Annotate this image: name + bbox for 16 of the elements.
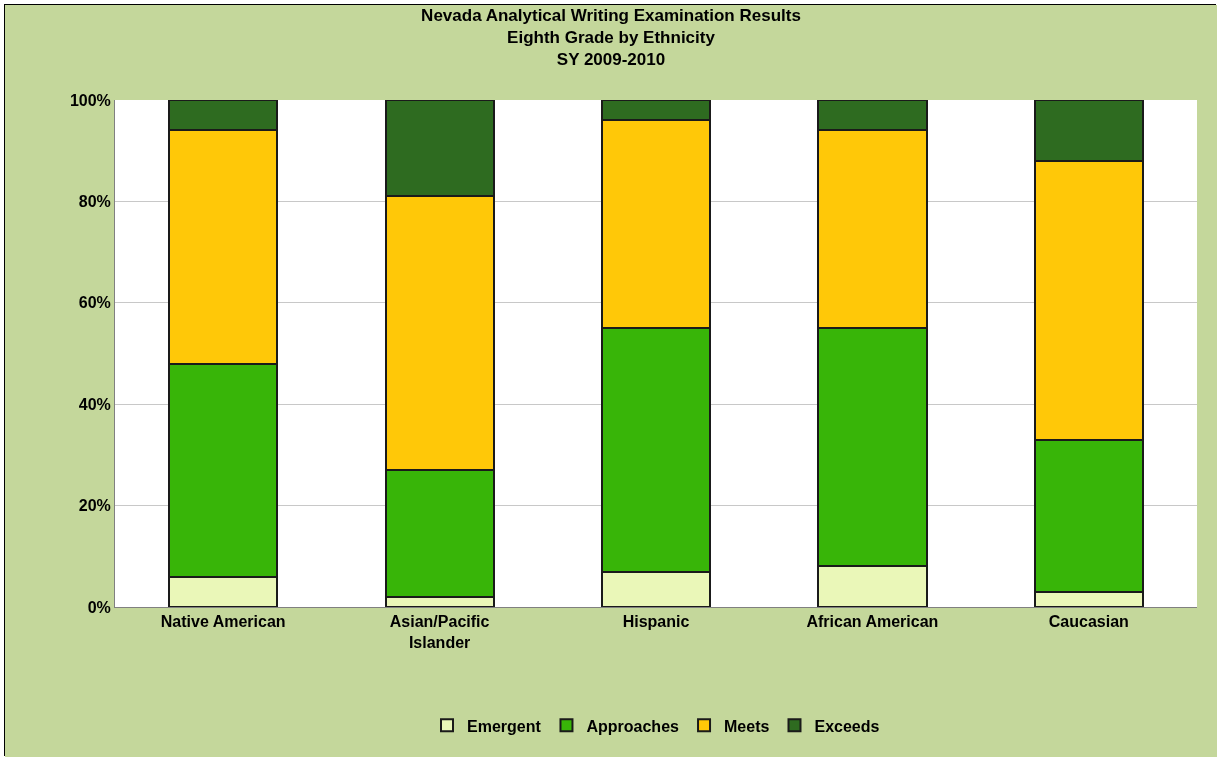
y-tick-label: 80% <box>78 193 111 210</box>
y-tick-label: 100% <box>69 91 111 109</box>
x-tick-label: African American <box>806 613 939 631</box>
chart-title: Nevada Analytical Writing Examination Results Eighth Grade by Ethnicity SY 2009-2010 <box>421 6 801 70</box>
y-tick-label: 60% <box>78 294 111 312</box>
y-tick-label: 40% <box>78 395 111 413</box>
y-tick-label: 20% <box>78 497 111 515</box>
x-tick-label: Asian/Pacific Islander <box>389 613 490 651</box>
x-tick-label: Native American <box>160 613 286 631</box>
legend-label: Exceeds <box>814 717 880 735</box>
legend-label: Emergent <box>467 717 542 735</box>
x-tick-label: Hispanic <box>622 613 690 631</box>
x-tick-label: Caucasian <box>1048 613 1129 631</box>
legend-label: Meets <box>724 717 770 735</box>
legend-label: Approaches <box>586 717 680 735</box>
y-tick-label: 0% <box>87 598 111 616</box>
